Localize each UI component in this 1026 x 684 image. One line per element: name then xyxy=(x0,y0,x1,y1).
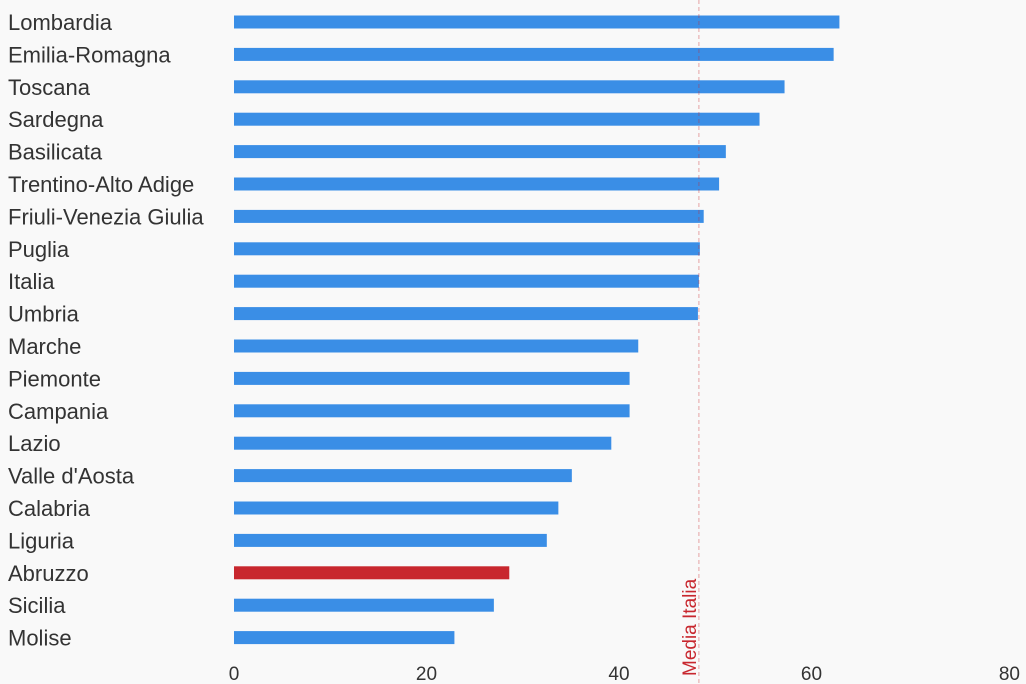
category-labels: Lombardia Emilia-Romagna Toscana Sardegna Ba… xyxy=(8,10,204,651)
category-label-trentino-alto-adige: Trentino-Alto Adige xyxy=(8,172,194,197)
category-label-toscana: Toscana xyxy=(8,75,91,100)
x-tick-label-20: 20 xyxy=(416,664,437,684)
category-label-abruzzo: Abruzzo xyxy=(8,561,89,586)
category-label-liguria: Liguria xyxy=(8,528,75,553)
category-label-valle-d-aosta: Valle d'Aosta xyxy=(8,464,135,489)
category-label-lombardia: Lombardia xyxy=(8,10,113,35)
category-label-sicilia: Sicilia xyxy=(8,593,66,618)
category-label-piemonte: Piemonte xyxy=(8,366,101,391)
x-tick-label-0: 0 xyxy=(229,664,240,684)
category-label-campania: Campania xyxy=(8,399,109,424)
bar-lazio xyxy=(234,436,612,450)
bar-liguria xyxy=(234,533,547,547)
bar-sicilia xyxy=(234,598,494,612)
bar-marche xyxy=(234,339,639,353)
category-label-umbria: Umbria xyxy=(8,302,80,327)
bar-lombardia xyxy=(234,15,840,29)
category-label-emilia-romagna: Emilia-Romagna xyxy=(8,42,171,67)
reference-line-group: Media Italia xyxy=(680,0,701,684)
bar-campania xyxy=(234,404,630,418)
category-label-italia: Italia xyxy=(8,269,55,294)
x-axis-ticks: 0 20 40 60 80 xyxy=(229,664,1020,684)
bar-friuli-venezia-giulia xyxy=(234,209,704,223)
category-label-puglia: Puglia xyxy=(8,237,70,262)
bar-umbria xyxy=(234,307,698,321)
bar-trentino-alto-adige xyxy=(234,177,720,191)
category-label-basilicata: Basilicata xyxy=(8,140,103,165)
bar-molise xyxy=(234,631,455,645)
category-label-calabria: Calabria xyxy=(8,496,91,521)
x-tick-label-60: 60 xyxy=(801,664,822,684)
bar-puglia xyxy=(234,242,700,256)
bar-basilicata xyxy=(234,145,726,159)
reference-line-label: Media Italia xyxy=(680,578,701,676)
bar-emilia-romagna xyxy=(234,47,834,61)
bar-sardegna xyxy=(234,112,760,126)
x-tick-label-40: 40 xyxy=(608,664,629,684)
bar-piemonte xyxy=(234,371,630,385)
bar-calabria xyxy=(234,501,559,515)
bars xyxy=(234,15,840,645)
bar-toscana xyxy=(234,80,785,94)
category-label-molise: Molise xyxy=(8,626,72,651)
x-tick-label-80: 80 xyxy=(999,664,1020,684)
bar-valle-d-aosta xyxy=(234,469,572,483)
category-label-lazio: Lazio xyxy=(8,431,61,456)
category-label-marche: Marche xyxy=(8,334,81,359)
category-label-sardegna: Sardegna xyxy=(8,107,104,132)
bar-italia xyxy=(234,274,699,288)
bar-abruzzo xyxy=(234,566,510,580)
category-label-friuli-venezia-giulia: Friuli-Venezia Giulia xyxy=(8,204,204,229)
